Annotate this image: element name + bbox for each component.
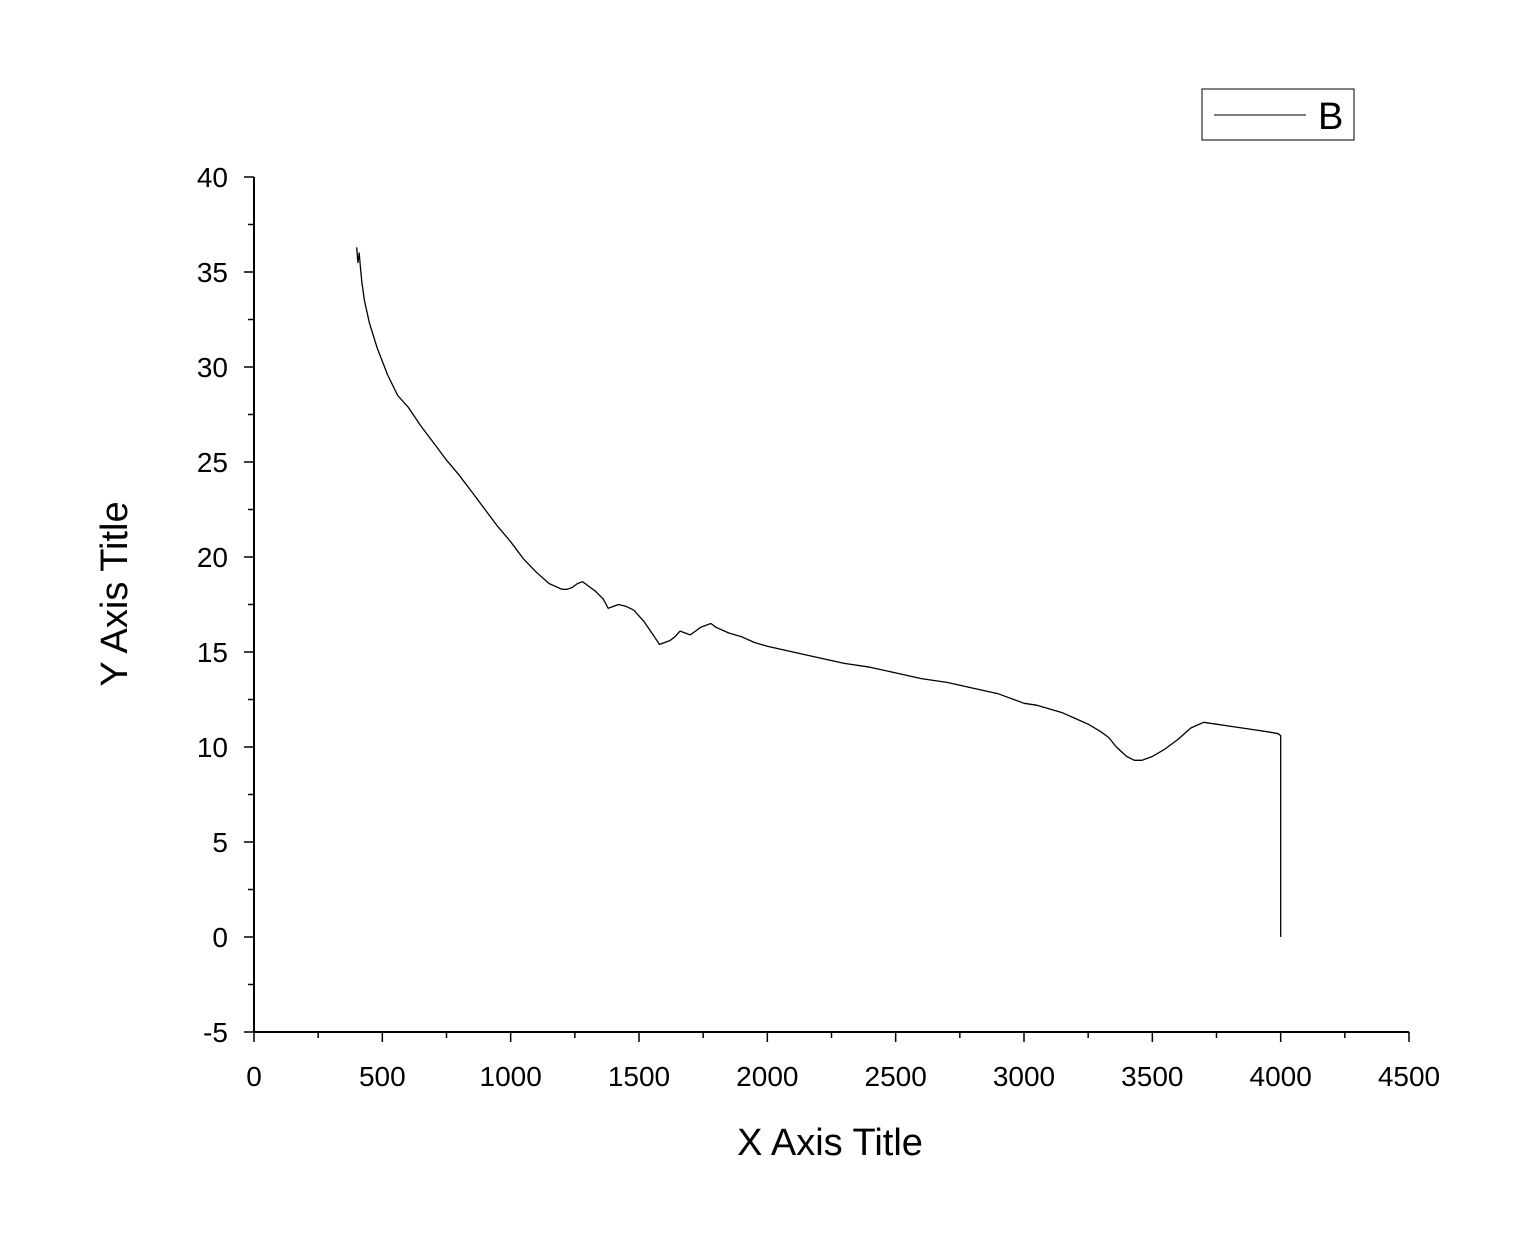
tick-labels: 0 500 1000 1500 2000 2500 3000 3500 4000 4500 -5 0 5… <box>197 162 1440 1092</box>
axis-ticks <box>244 176 1410 1042</box>
y-tick-label: 25 <box>197 447 228 478</box>
y-axis-title: Y Axis Title <box>94 501 136 686</box>
y-tick-label: 10 <box>197 732 228 763</box>
y-tick-label: 5 <box>212 827 228 858</box>
y-tick-label: 20 <box>197 542 228 573</box>
y-tick-label: 0 <box>212 922 228 953</box>
x-tick-label: 500 <box>359 1061 406 1092</box>
x-tick-label: 4500 <box>1378 1061 1440 1092</box>
legend-label-b: B <box>1318 96 1343 138</box>
axes <box>253 177 1409 1033</box>
y-tick-label: 30 <box>197 352 228 383</box>
x-axis-title: X Axis Title <box>737 1122 923 1164</box>
x-tick-label: 3500 <box>1121 1061 1183 1092</box>
y-tick-label: -5 <box>203 1017 228 1048</box>
legend: B <box>1201 88 1355 141</box>
x-tick-label: 3000 <box>993 1061 1055 1092</box>
x-tick-label: 2000 <box>736 1061 798 1092</box>
y-tick-label: 15 <box>197 637 228 668</box>
series-line-b <box>356 247 1282 937</box>
y-tick-label: 35 <box>197 257 228 288</box>
x-tick-label: 2500 <box>865 1061 927 1092</box>
x-tick-label: 4000 <box>1250 1061 1312 1092</box>
x-tick-label: 1500 <box>608 1061 670 1092</box>
series-layer <box>356 247 1282 937</box>
x-tick-label: 1000 <box>480 1061 542 1092</box>
y-tick-label: 40 <box>197 162 228 193</box>
x-tick-label: 0 <box>246 1061 262 1092</box>
